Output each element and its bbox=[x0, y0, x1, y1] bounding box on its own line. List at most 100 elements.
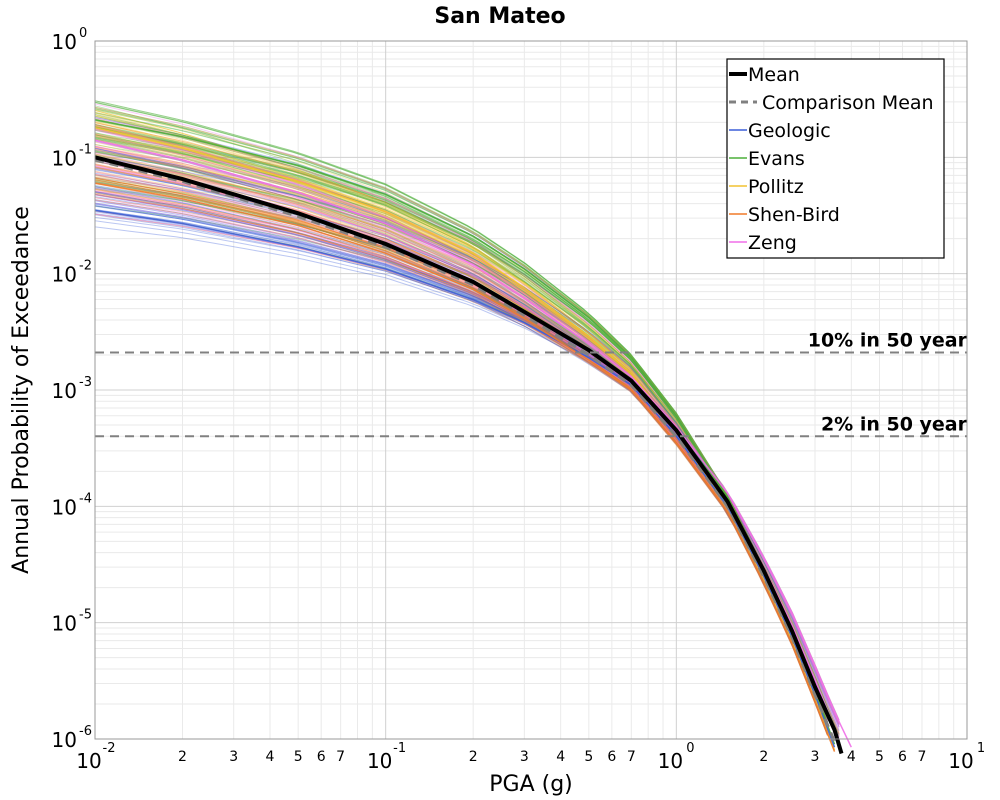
y-tick-exponent: -4 bbox=[79, 491, 92, 506]
branch-curve bbox=[94, 191, 828, 732]
branch-curve bbox=[94, 101, 828, 723]
x-tick-base: 10 bbox=[658, 749, 683, 773]
branch-curve bbox=[94, 160, 840, 728]
x-tick-label: 10 bbox=[367, 749, 392, 773]
y-tick-label: 10 bbox=[52, 728, 77, 752]
branch-curve bbox=[94, 137, 828, 728]
branch-curve bbox=[94, 173, 828, 733]
legend-box bbox=[726, 58, 945, 259]
x-tick-exponent: 1 bbox=[977, 741, 985, 756]
x-minor-tick-label: 5 bbox=[294, 749, 303, 765]
branch-curve bbox=[94, 193, 828, 736]
branch-curve bbox=[94, 100, 828, 723]
branch-curve bbox=[94, 125, 828, 731]
branch-curve bbox=[94, 103, 828, 718]
branch-curve bbox=[94, 159, 840, 728]
branch-curve bbox=[94, 109, 828, 724]
legend: Mean Comparison Mean Geologic Evans Pollitz S… bbox=[726, 58, 945, 259]
y-tick-label: 10 bbox=[52, 146, 77, 170]
branch-curve bbox=[94, 154, 828, 735]
series-line-shen-bird bbox=[94, 182, 836, 752]
reference-line-label: 2% in 50 year bbox=[821, 413, 968, 435]
mean-lines bbox=[94, 155, 844, 755]
branch-curve bbox=[94, 156, 840, 725]
branch-curve bbox=[94, 101, 828, 723]
y-tick-exponent: -3 bbox=[79, 375, 92, 390]
x-minor-tick-label: 5 bbox=[584, 749, 593, 765]
y-tick-base: 10 bbox=[52, 379, 77, 403]
x-tick-exponent: -1 bbox=[393, 741, 406, 756]
x-tick-label: 10 bbox=[948, 749, 973, 773]
x-tick-label: 10 bbox=[76, 749, 101, 773]
branch-curve bbox=[94, 197, 828, 736]
x-axis-label: PGA (g) bbox=[489, 772, 573, 797]
branch-curve bbox=[94, 102, 828, 723]
legend-label: Pollitz bbox=[748, 176, 804, 198]
x-minor-tick-label: 7 bbox=[918, 749, 927, 765]
branch-curve bbox=[94, 147, 840, 732]
y-tick-exponent: -1 bbox=[79, 142, 92, 157]
x-minor-tick-label: 7 bbox=[627, 749, 636, 765]
branch-curves bbox=[94, 100, 852, 752]
branch-curve bbox=[94, 128, 840, 721]
series-line-zeng bbox=[94, 139, 852, 748]
branch-curve bbox=[94, 129, 840, 721]
branch-curve bbox=[94, 151, 828, 726]
series-line-pollitz bbox=[94, 126, 836, 751]
y-tick-label: 10 bbox=[52, 30, 77, 54]
x-tick-base: 10 bbox=[367, 749, 392, 773]
branch-curve bbox=[94, 100, 828, 723]
branch-curve bbox=[94, 106, 828, 724]
x-minor-tick-label: 2 bbox=[759, 749, 768, 765]
y-tick-label: 10 bbox=[52, 495, 77, 519]
x-tick-base: 10 bbox=[948, 749, 973, 773]
x-minor-tick-label: 3 bbox=[520, 749, 529, 765]
plot-area-frame bbox=[94, 40, 968, 740]
branch-curve bbox=[94, 149, 840, 737]
branch-curve bbox=[94, 153, 828, 731]
y-tick-base: 10 bbox=[52, 728, 77, 752]
branch-curve bbox=[94, 194, 828, 736]
y-tick-label: 10 bbox=[52, 263, 77, 287]
branch-curve bbox=[94, 145, 840, 735]
legend-label: Comparison Mean bbox=[762, 92, 934, 114]
branch-curve bbox=[94, 106, 828, 724]
branch-curve bbox=[94, 124, 840, 727]
branch-curve bbox=[94, 108, 828, 724]
branch-curve bbox=[94, 150, 828, 726]
x-minor-tick-label: 4 bbox=[556, 749, 565, 765]
branch-curve bbox=[94, 179, 828, 730]
legend-label: Mean bbox=[748, 64, 800, 86]
y-tick-base: 10 bbox=[52, 30, 77, 54]
x-tick-label: 10 bbox=[658, 749, 683, 773]
y-tick-exponent: 0 bbox=[79, 26, 87, 41]
y-tick-exponent: -2 bbox=[79, 259, 92, 274]
branch-curve bbox=[94, 107, 828, 721]
y-tick-base: 10 bbox=[52, 495, 77, 519]
x-minor-tick-label: 3 bbox=[811, 749, 820, 765]
branch-curve bbox=[94, 109, 828, 729]
chart-title: San Mateo bbox=[434, 4, 565, 29]
x-minor-tick-label: 2 bbox=[469, 749, 478, 765]
branch-curve bbox=[94, 171, 828, 730]
branch-curve bbox=[94, 125, 828, 731]
branch-curve bbox=[94, 125, 828, 730]
y-tick-label: 10 bbox=[52, 612, 77, 636]
comparison-mean-line bbox=[94, 158, 836, 743]
x-minor-tick-label: 3 bbox=[229, 749, 238, 765]
branch-curve bbox=[94, 128, 840, 721]
branch-curve bbox=[94, 149, 828, 726]
x-minor-tick-label: 6 bbox=[607, 749, 616, 765]
x-minor-tick-label: 5 bbox=[875, 749, 884, 765]
y-tick-exponent: -5 bbox=[79, 608, 92, 623]
y-axis-label: Annual Probability of Exceedance bbox=[9, 206, 34, 574]
x-tick-base: 10 bbox=[76, 749, 101, 773]
y-tick-base: 10 bbox=[52, 146, 77, 170]
branch-curve bbox=[94, 171, 828, 733]
x-minor-tick-label: 7 bbox=[336, 749, 345, 765]
branch-curve bbox=[94, 152, 840, 731]
y-tick-base: 10 bbox=[52, 612, 77, 636]
reference-lines: 10% in 50 year 2% in 50 year bbox=[95, 330, 968, 438]
